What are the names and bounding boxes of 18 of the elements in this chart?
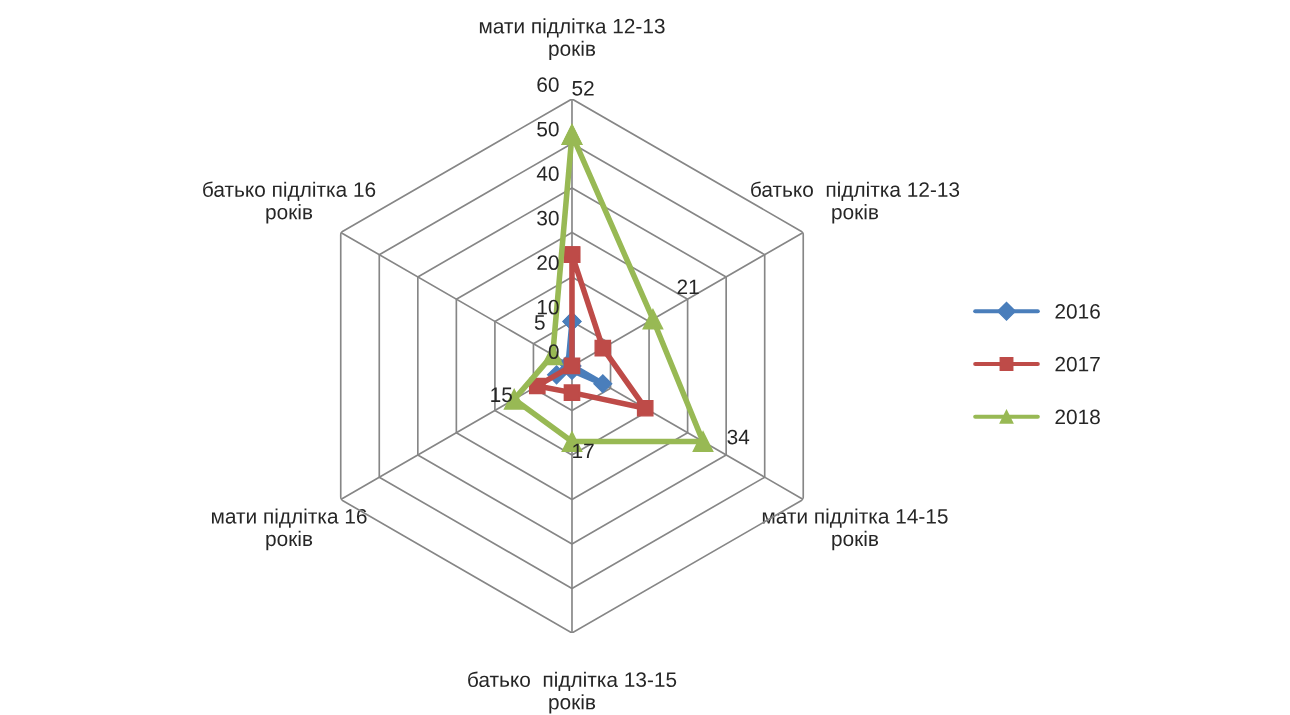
spoke-label: мати підлітка 16 років bbox=[211, 508, 367, 551]
legend-label: 2017 bbox=[1055, 356, 1100, 372]
y-tick-label: 60 bbox=[537, 77, 559, 92]
data-label: 15 bbox=[491, 387, 512, 403]
spoke-label: батько підлітка 12-13 років bbox=[751, 181, 960, 224]
y-tick-label: 30 bbox=[537, 210, 559, 226]
data-label: 5 bbox=[534, 315, 545, 330]
data-label: 34 bbox=[727, 429, 750, 445]
spoke-label: батько підлітка 13-15 років bbox=[468, 671, 677, 714]
y-tick-label: 40 bbox=[536, 166, 559, 182]
y-tick-label: 50 bbox=[537, 121, 559, 137]
spoke-label: мати підлітка 12-13 років bbox=[479, 18, 665, 61]
legend-label: 2016 bbox=[1055, 304, 1100, 319]
y-tick-label: 0 bbox=[548, 344, 559, 360]
spoke-label: батько підлітка 16 років bbox=[203, 181, 376, 224]
data-label: 21 bbox=[677, 279, 699, 295]
data-label: 52 bbox=[572, 80, 594, 96]
legend-label: 2018 bbox=[1055, 409, 1100, 425]
